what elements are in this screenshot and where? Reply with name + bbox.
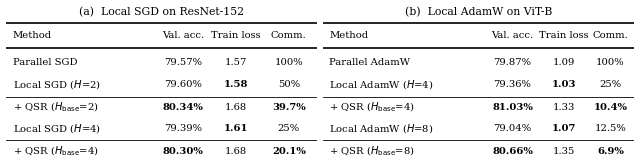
Text: Local SGD ($\mathit{H}$=4): Local SGD ($\mathit{H}$=4) — [13, 122, 100, 135]
Text: 1.61: 1.61 — [224, 124, 248, 133]
Text: 39.7%: 39.7% — [272, 103, 306, 112]
Text: 80.66%: 80.66% — [492, 147, 533, 156]
Text: (a)  Local SGD on ResNet-152: (a) Local SGD on ResNet-152 — [79, 7, 244, 17]
Text: Method: Method — [330, 31, 369, 40]
Text: 80.34%: 80.34% — [163, 103, 204, 112]
Text: Val. acc.: Val. acc. — [163, 31, 204, 40]
Text: 79.87%: 79.87% — [493, 58, 532, 67]
Text: Train loss: Train loss — [211, 31, 261, 40]
Text: 1.57: 1.57 — [225, 58, 247, 67]
Text: 20.1%: 20.1% — [272, 147, 306, 156]
Text: 25%: 25% — [599, 80, 621, 89]
Text: Comm.: Comm. — [593, 31, 628, 40]
Text: 50%: 50% — [278, 80, 300, 89]
Text: 81.03%: 81.03% — [492, 103, 533, 112]
Text: Local AdamW ($\mathit{H}$=8): Local AdamW ($\mathit{H}$=8) — [330, 122, 434, 135]
Text: Parallel SGD: Parallel SGD — [13, 58, 77, 67]
Text: 1.58: 1.58 — [224, 80, 248, 89]
Text: 1.03: 1.03 — [552, 80, 576, 89]
Text: Train loss: Train loss — [539, 31, 589, 40]
Text: + QSR ($\mathit{H}_{\mathrm{base}}$=8): + QSR ($\mathit{H}_{\mathrm{base}}$=8) — [330, 144, 415, 158]
Text: Local SGD ($\mathit{H}$=2): Local SGD ($\mathit{H}$=2) — [13, 78, 100, 91]
Text: + QSR ($\mathit{H}_{\mathrm{base}}$=2): + QSR ($\mathit{H}_{\mathrm{base}}$=2) — [13, 100, 99, 114]
Text: 79.60%: 79.60% — [164, 80, 202, 89]
Text: 6.9%: 6.9% — [597, 147, 624, 156]
Text: 1.33: 1.33 — [552, 103, 575, 112]
Text: 80.30%: 80.30% — [163, 147, 204, 156]
Text: Method: Method — [13, 31, 52, 40]
Text: 79.04%: 79.04% — [493, 124, 532, 133]
Text: 100%: 100% — [275, 58, 303, 67]
Text: + QSR ($\mathit{H}_{\mathrm{base}}$=4): + QSR ($\mathit{H}_{\mathrm{base}}$=4) — [330, 100, 415, 114]
Text: + QSR ($\mathit{H}_{\mathrm{base}}$=4): + QSR ($\mathit{H}_{\mathrm{base}}$=4) — [13, 144, 99, 158]
Text: 79.57%: 79.57% — [164, 58, 202, 67]
Text: 1.35: 1.35 — [552, 147, 575, 156]
Text: 79.36%: 79.36% — [493, 80, 531, 89]
Text: 1.68: 1.68 — [225, 103, 247, 112]
Text: 25%: 25% — [278, 124, 300, 133]
Text: 12.5%: 12.5% — [595, 124, 626, 133]
Text: 100%: 100% — [596, 58, 625, 67]
Text: 1.07: 1.07 — [552, 124, 576, 133]
Text: Parallel AdamW: Parallel AdamW — [330, 58, 410, 67]
Text: Val. acc.: Val. acc. — [492, 31, 534, 40]
Text: Comm.: Comm. — [271, 31, 307, 40]
Text: 10.4%: 10.4% — [593, 103, 627, 112]
Text: 1.68: 1.68 — [225, 147, 247, 156]
Text: 1.09: 1.09 — [552, 58, 575, 67]
Text: (b)  Local AdamW on ViT-B: (b) Local AdamW on ViT-B — [404, 7, 552, 17]
Text: Local AdamW ($\mathit{H}$=4): Local AdamW ($\mathit{H}$=4) — [330, 78, 434, 91]
Text: 79.39%: 79.39% — [164, 124, 202, 133]
